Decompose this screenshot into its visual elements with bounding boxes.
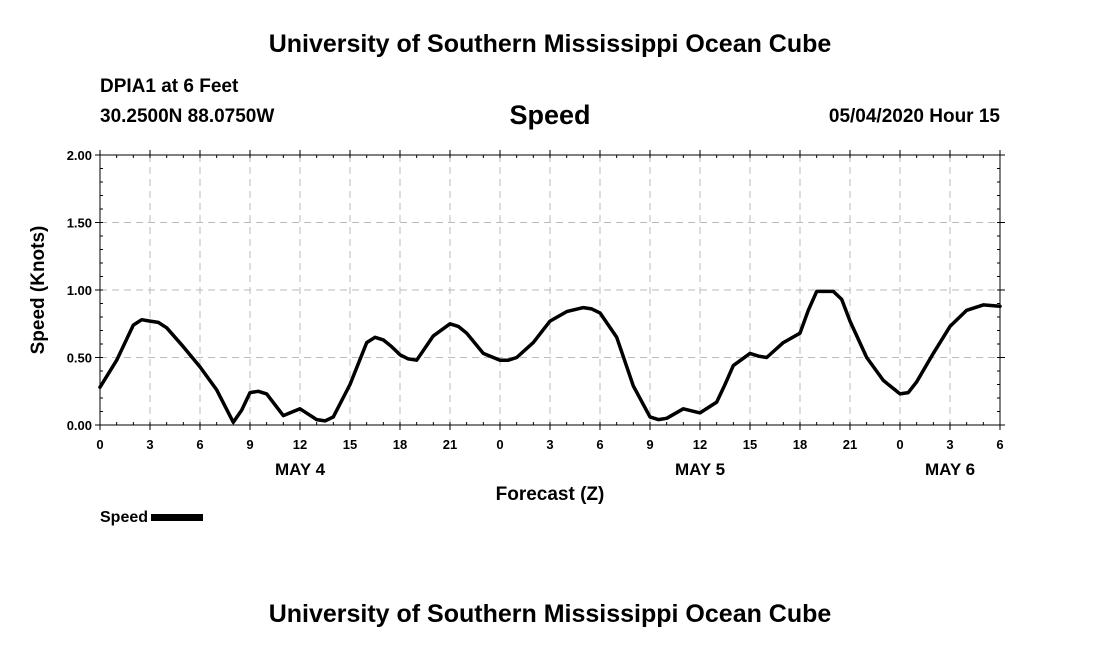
day-label: MAY 5 bbox=[675, 460, 725, 479]
coordinates-label: 30.2500N 88.0750W bbox=[100, 106, 275, 127]
station-label: DPIA1 at 6 Feet bbox=[100, 76, 239, 97]
legend-label: Speed bbox=[100, 509, 149, 526]
page-title: University of Southern Mississippi Ocean… bbox=[268, 30, 832, 58]
x-tick-label: 18 bbox=[393, 437, 407, 452]
x-tick-label: 0 bbox=[496, 437, 503, 452]
x-tick-label: 21 bbox=[843, 437, 857, 452]
x-tick-label: 3 bbox=[946, 437, 953, 452]
y-tick-label: 1.00 bbox=[67, 283, 92, 298]
y-axis-title: Speed (Knots) bbox=[28, 226, 49, 355]
x-tick-label: 15 bbox=[743, 437, 757, 452]
x-tick-label: 0 bbox=[96, 437, 103, 452]
x-tick-label: 9 bbox=[246, 437, 253, 452]
axis-labels: 0.00 0.50 1.00 1.50 2.00 0 3 6 9 12 15 18 21 0 3 6 9 12 15… bbox=[28, 148, 1004, 505]
speed-series-line bbox=[98, 289, 1002, 425]
grid-lines bbox=[100, 155, 1000, 425]
chart-title: Speed bbox=[509, 100, 591, 130]
x-tick-label: 21 bbox=[443, 437, 457, 452]
x-tick-label: 12 bbox=[693, 437, 707, 452]
x-axis-title: Forecast (Z) bbox=[496, 484, 605, 505]
x-tick-label: 6 bbox=[996, 437, 1003, 452]
x-tick-label: 3 bbox=[546, 437, 553, 452]
x-tick-label: 6 bbox=[596, 437, 603, 452]
series-layer bbox=[98, 289, 1002, 425]
y-tick-label: 0.00 bbox=[67, 418, 92, 433]
x-tick-label: 15 bbox=[343, 437, 357, 452]
forecast-datetime: 05/04/2020 Hour 15 bbox=[828, 106, 1000, 127]
x-tick-label: 0 bbox=[896, 437, 903, 452]
legend: Speed bbox=[100, 509, 204, 527]
y-tick-label: 1.50 bbox=[67, 216, 92, 231]
legend-swatch bbox=[151, 514, 204, 522]
footer-title: University of Southern Mississippi Ocean… bbox=[268, 600, 832, 628]
x-tick-label: 9 bbox=[646, 437, 653, 452]
y-tick-label: 2.00 bbox=[67, 148, 92, 163]
x-tick-label: 18 bbox=[793, 437, 807, 452]
x-tick-label: 6 bbox=[196, 437, 203, 452]
day-label: MAY 6 bbox=[925, 460, 975, 479]
day-label: MAY 4 bbox=[275, 460, 326, 479]
x-tick-label: 12 bbox=[293, 437, 307, 452]
y-tick-label: 0.50 bbox=[67, 351, 92, 366]
plot-frame bbox=[99, 154, 1001, 426]
x-tick-label: 3 bbox=[146, 437, 153, 452]
